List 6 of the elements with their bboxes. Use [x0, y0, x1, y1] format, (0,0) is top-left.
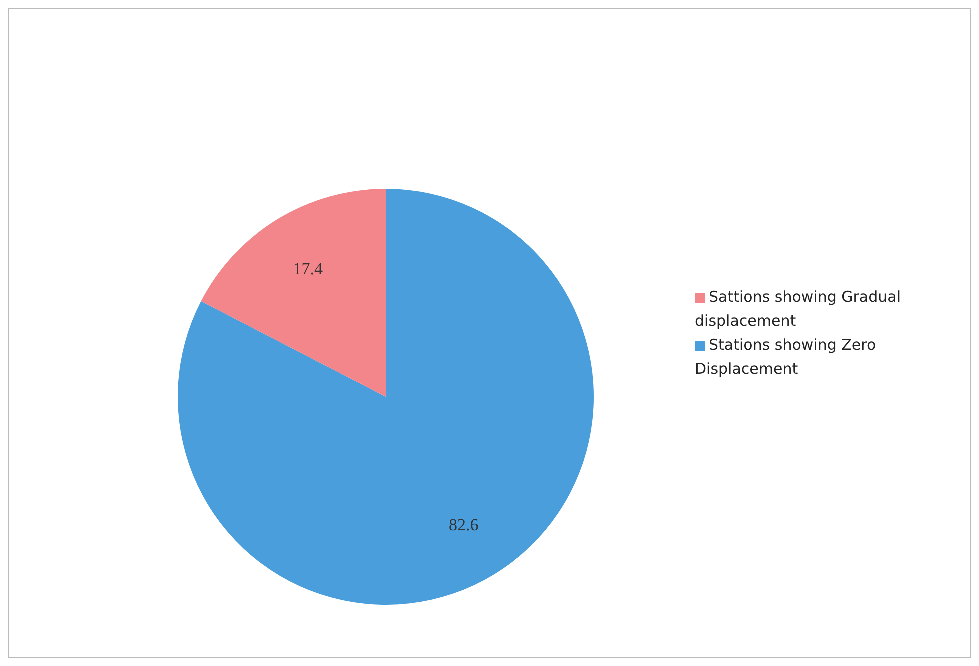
data-label: 17.4 — [293, 260, 324, 279]
legend-label: Sattions showing Gradual displacement — [695, 288, 902, 330]
legend-label: Stations showing Zero Displacement — [695, 336, 876, 378]
pie-slice — [201, 189, 386, 397]
pie-slice — [178, 189, 594, 605]
data-label: 82.6 — [448, 515, 479, 534]
